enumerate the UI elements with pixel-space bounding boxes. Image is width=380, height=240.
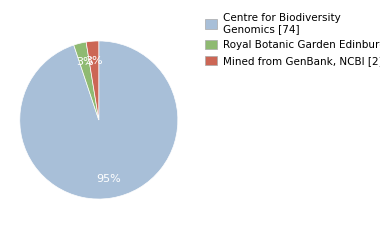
Text: 3%: 3%: [85, 56, 103, 66]
Legend: Centre for Biodiversity
Genomics [74], Royal Botanic Garden Edinburgh [2], Mined: Centre for Biodiversity Genomics [74], R…: [203, 11, 380, 68]
Text: 3%: 3%: [76, 57, 93, 67]
Wedge shape: [20, 41, 178, 199]
Wedge shape: [74, 42, 99, 120]
Wedge shape: [86, 41, 99, 120]
Text: 95%: 95%: [96, 174, 121, 184]
